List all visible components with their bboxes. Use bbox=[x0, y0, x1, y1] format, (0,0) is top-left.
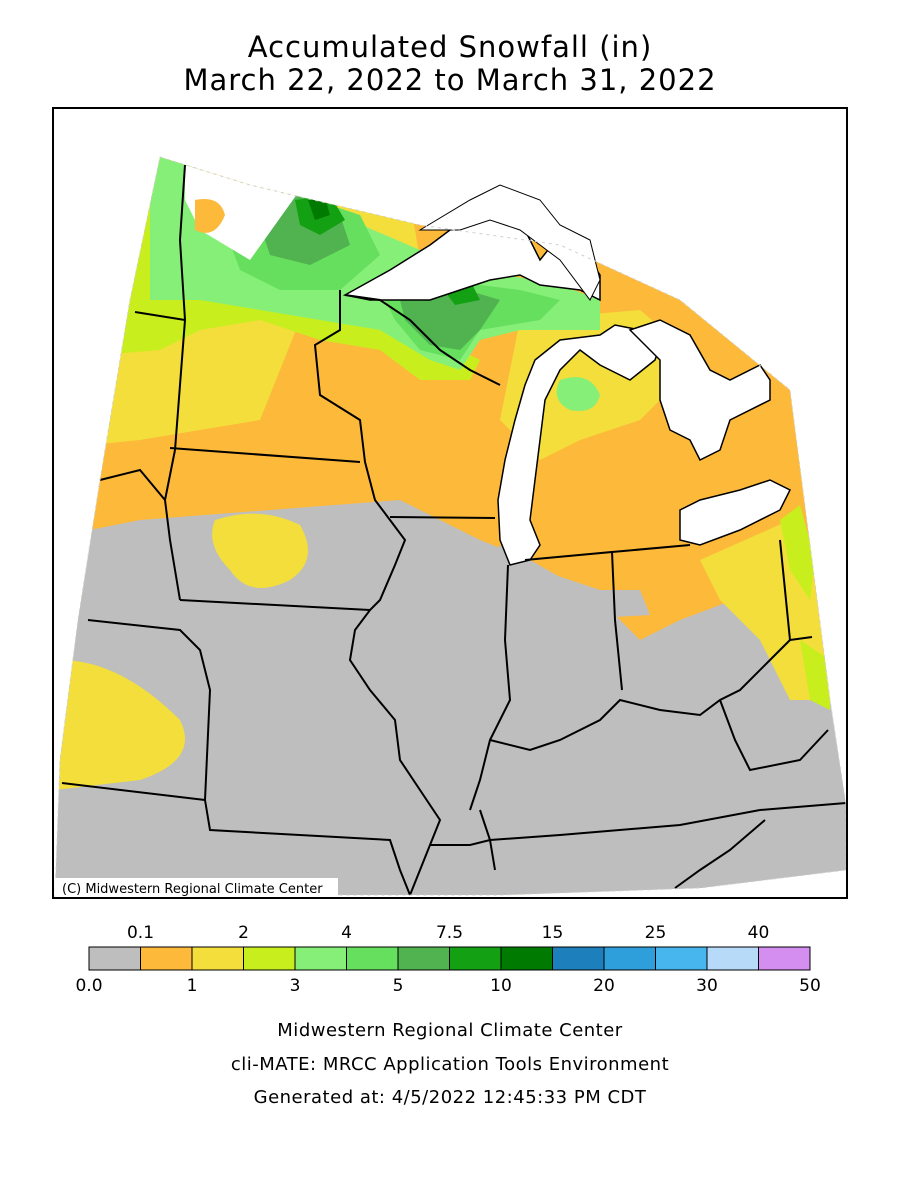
border-ms-river-south bbox=[479, 809, 496, 871]
legend-box-6 bbox=[397, 946, 450, 971]
border-wv-va bbox=[719, 699, 829, 772]
legend-box-0 bbox=[88, 946, 141, 971]
border-sd-ne bbox=[99, 468, 166, 501]
border-in-oh bbox=[524, 550, 623, 691]
legend-top-label: 4 bbox=[341, 923, 352, 943]
state-boundaries bbox=[61, 164, 847, 896]
border-oh-pa bbox=[779, 539, 813, 642]
legend-top-label: 2 bbox=[238, 923, 249, 943]
legend-box-11 bbox=[655, 946, 708, 971]
legend-top-label: 0.1 bbox=[127, 923, 154, 943]
legend-bottom-label: 0.0 bbox=[75, 976, 102, 996]
field-lime-se bbox=[800, 640, 830, 710]
credit-box bbox=[55, 878, 338, 897]
field-lightgreen-mi bbox=[556, 377, 600, 411]
legend-bottom-label: 10 bbox=[490, 976, 512, 996]
legend-bottom-label: 3 bbox=[290, 976, 301, 996]
legend-box-10 bbox=[603, 946, 656, 971]
great-lakes bbox=[342, 184, 792, 566]
border-ia-wi bbox=[389, 516, 496, 519]
border-ia-ne bbox=[163, 449, 181, 601]
footer-org: Midwestern Regional Climate Center bbox=[277, 1020, 623, 1041]
legend-box-4 bbox=[294, 946, 347, 971]
legend-bottom-labels: 0.0 1 3 5 10 20 30 50 bbox=[75, 976, 820, 996]
border-il-in bbox=[469, 564, 512, 811]
legend-bottom-label: 1 bbox=[187, 976, 198, 996]
legend-bottom-label: 50 bbox=[799, 976, 821, 996]
map-frame bbox=[52, 107, 848, 899]
legend-color-boxes bbox=[88, 946, 811, 971]
field-yellow-sw bbox=[55, 660, 185, 790]
legend-top-labels: 0.1 2 4 7.5 15 25 40 bbox=[127, 923, 769, 943]
legend-box-2 bbox=[191, 946, 244, 971]
border-ohio-river bbox=[489, 639, 791, 752]
border-mo-ar bbox=[204, 799, 411, 896]
border-ne-ks bbox=[87, 619, 212, 801]
legend-box-5 bbox=[346, 946, 399, 971]
footer-generated: Generated at: 4/5/2022 12:45:33 PM CDT bbox=[253, 1087, 647, 1108]
legend-top-label: 25 bbox=[645, 923, 667, 943]
legend-box-8 bbox=[500, 946, 553, 971]
credit-text: (C) Midwestern Regional Climate Center bbox=[62, 882, 323, 897]
border-ia-mo bbox=[179, 599, 371, 611]
legend-top-label: 40 bbox=[748, 923, 770, 943]
field-orange-nw bbox=[195, 199, 225, 233]
border-mi-oh bbox=[611, 544, 691, 553]
legend-box-12 bbox=[706, 946, 759, 971]
legend-box-3 bbox=[243, 946, 296, 971]
legend-box-9 bbox=[552, 946, 605, 971]
lake-huron bbox=[628, 319, 771, 462]
field-deepgreen bbox=[308, 198, 330, 220]
border-wi-mi bbox=[344, 294, 501, 386]
border-mississippi bbox=[313, 290, 442, 896]
legend-bottom-label: 30 bbox=[696, 976, 718, 996]
border-ky-tn bbox=[430, 802, 847, 846]
legend: 0.1 2 4 7.5 15 25 40 0.0 1 3 5 10 20 30 50 bbox=[75, 923, 820, 996]
border-tn-nc bbox=[674, 819, 766, 889]
legend-box-1 bbox=[140, 946, 193, 971]
map-title-line2: March 22, 2022 to March 31, 2022 bbox=[183, 63, 717, 97]
legend-bottom-label: 5 bbox=[393, 976, 404, 996]
field-yellow-iowa bbox=[212, 513, 308, 588]
field-lime-east bbox=[780, 505, 815, 600]
border-mn-ia bbox=[169, 447, 361, 463]
ontario-shore bbox=[418, 184, 601, 301]
border-nd-sd bbox=[134, 311, 186, 321]
field-gray bbox=[55, 545, 846, 897]
map-title-line1: Accumulated Snowfall (in) bbox=[247, 30, 653, 64]
legend-top-label: 7.5 bbox=[436, 923, 463, 943]
footer-tool: cli-MATE: MRCC Application Tools Environ… bbox=[230, 1054, 670, 1075]
lake-erie bbox=[679, 479, 792, 546]
border-mn-nd bbox=[174, 164, 187, 451]
border-ks-ok bbox=[61, 782, 206, 801]
legend-bottom-label: 20 bbox=[593, 976, 615, 996]
legend-box-7 bbox=[449, 946, 502, 971]
legend-box-13 bbox=[758, 946, 811, 971]
legend-top-label: 15 bbox=[542, 923, 564, 943]
